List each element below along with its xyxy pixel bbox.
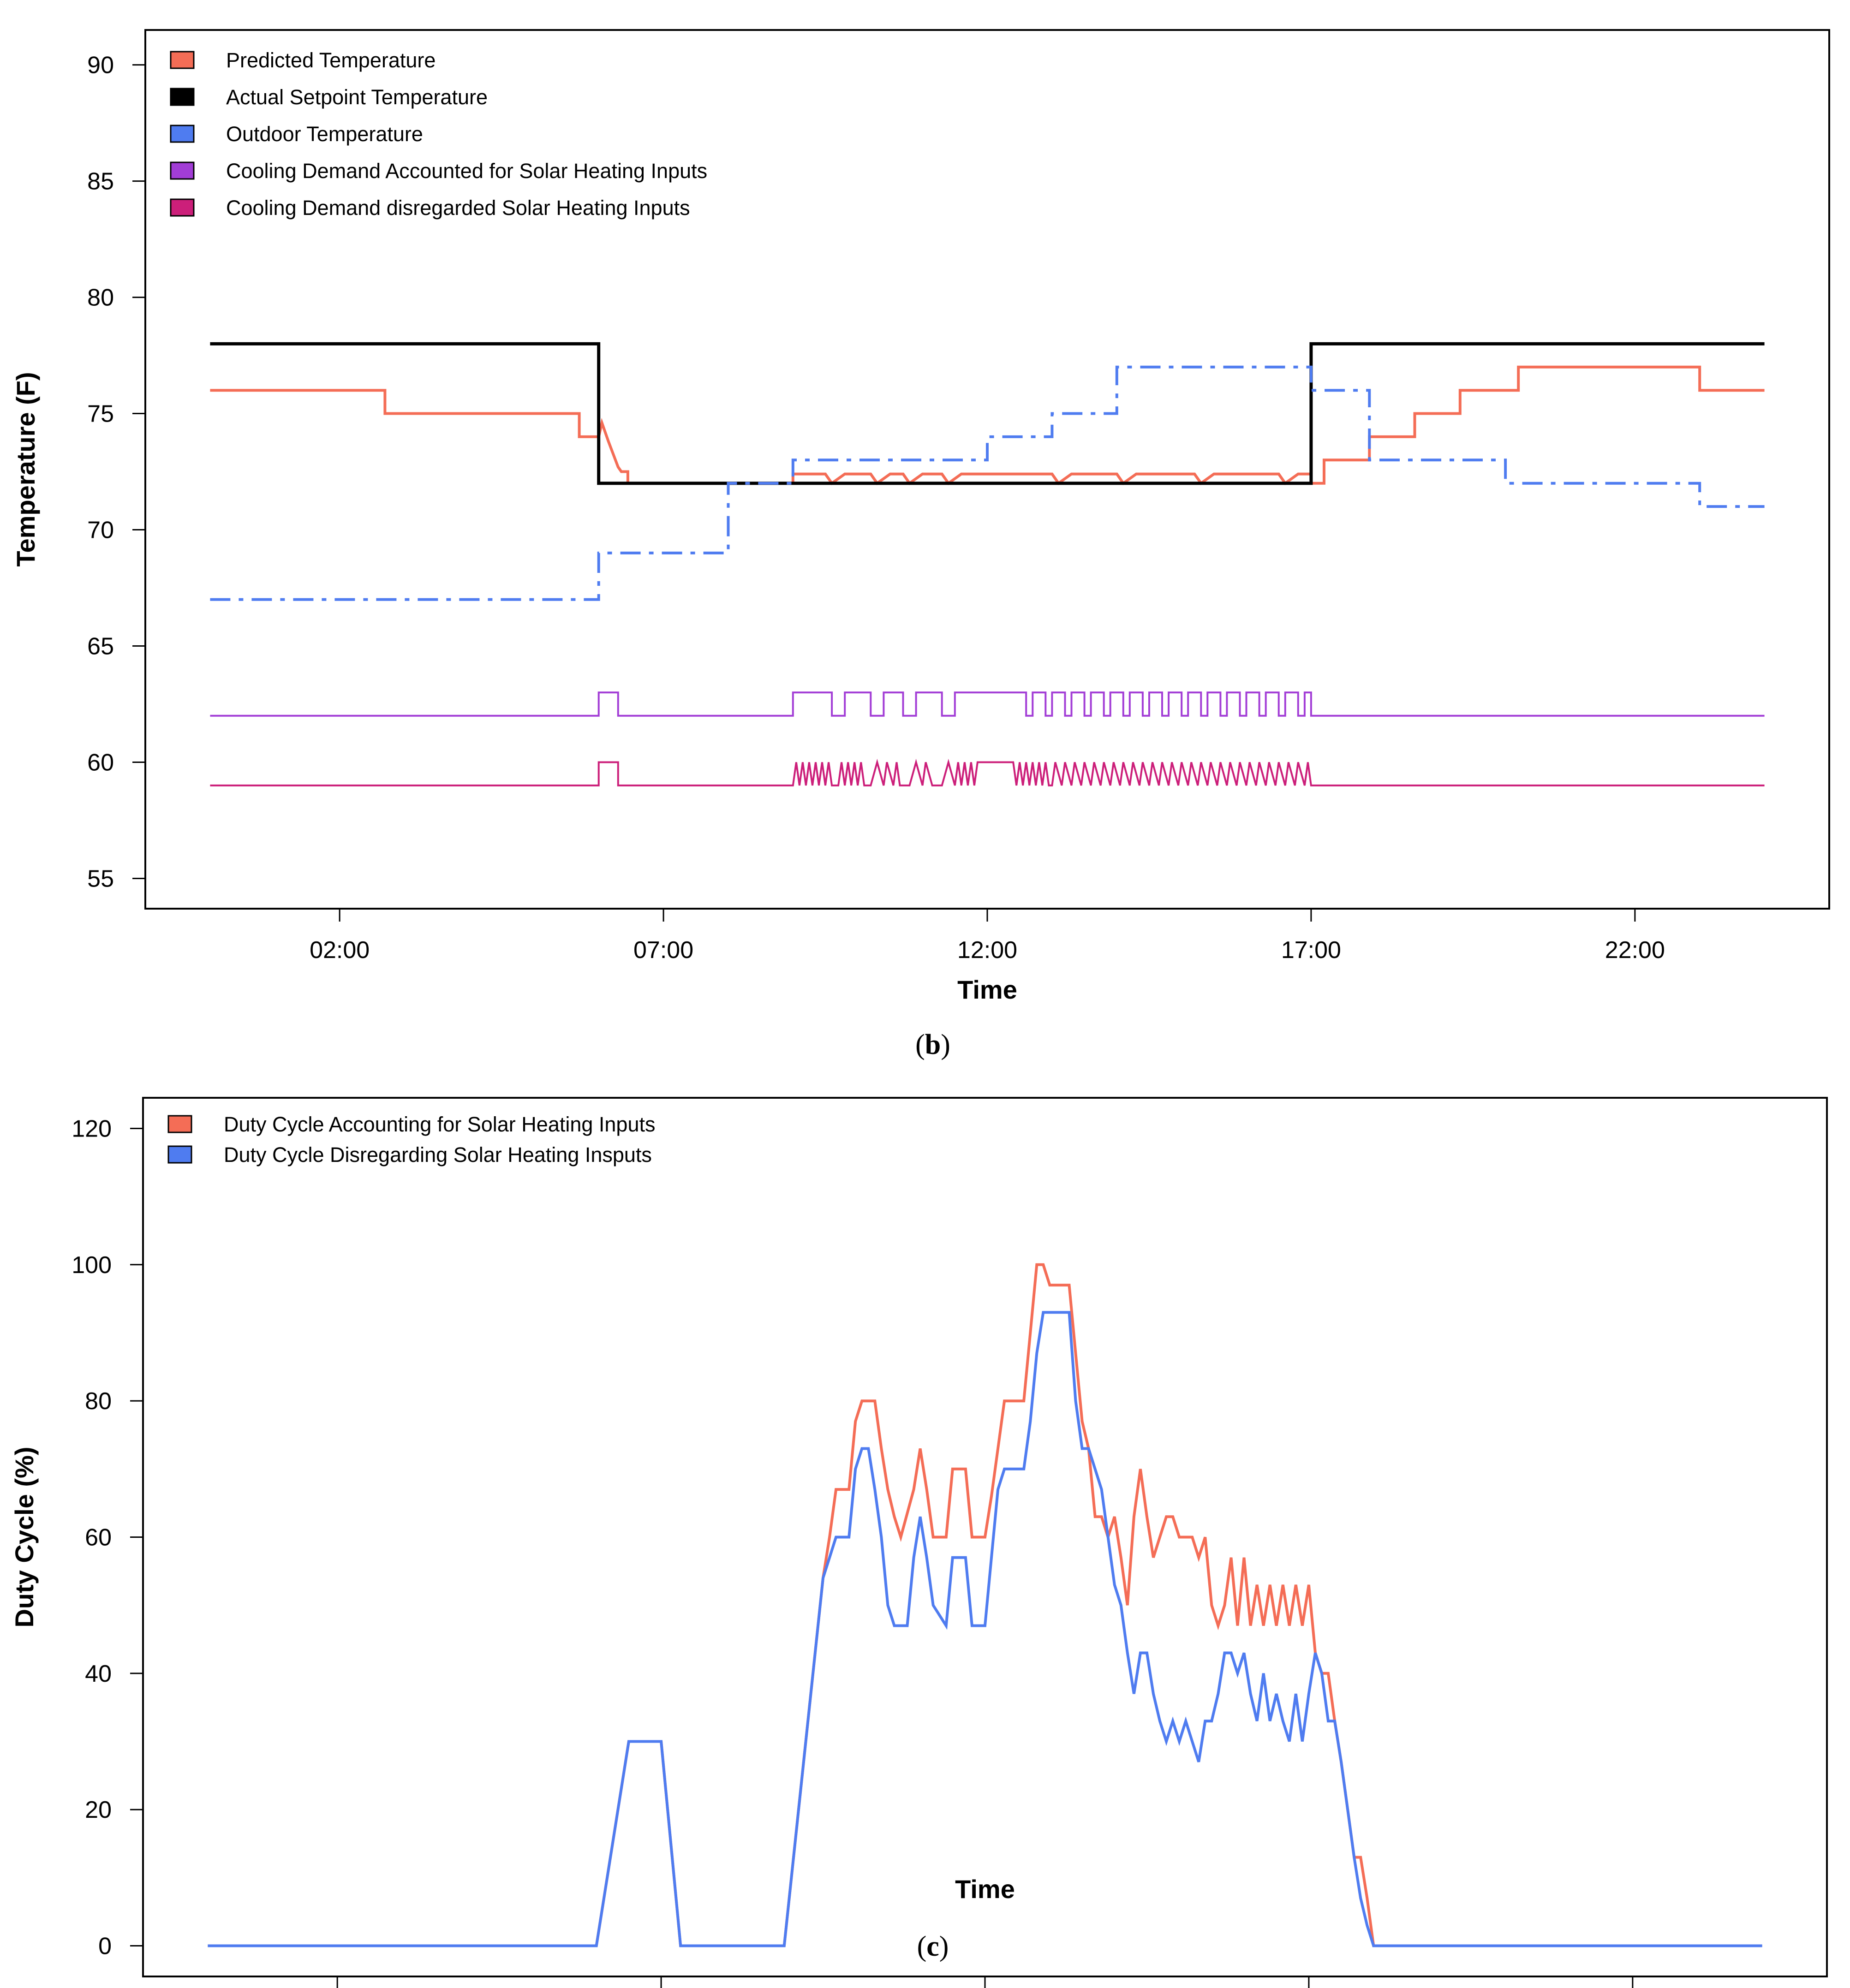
panel-label: (b) xyxy=(915,1029,950,1060)
x-tick-label: 22:00 xyxy=(1605,937,1665,964)
series-line-actual-setpoint-temperature xyxy=(210,342,1765,485)
legend-label: Cooling Demand disregarded Solar Heating… xyxy=(226,196,690,220)
legend: Duty Cycle Accounting for Solar Heating … xyxy=(167,1113,656,1167)
legend-swatch xyxy=(170,88,195,106)
x-tick-label: 12:00 xyxy=(957,937,1017,964)
legend-swatch xyxy=(167,1115,192,1133)
y-axis-title: Temperature (F) xyxy=(11,372,40,566)
series-line-cooling-demand-disregarded-solar-heating-inputs xyxy=(210,759,1765,786)
series-line-predicted-temperature xyxy=(210,365,1765,485)
legend-label: Actual Setpoint Temperature xyxy=(226,85,488,109)
legend-swatch xyxy=(170,125,195,143)
y-axis: 0 20 40 60 80 100 120 xyxy=(72,1115,143,1960)
y-tick-label: 90 xyxy=(87,52,114,79)
panel-letter: b xyxy=(925,1029,941,1060)
y-tick-label: 40 xyxy=(85,1661,112,1687)
series-line-duty-cycle-accounting-for-solar-heating-inputs xyxy=(208,1263,1762,1947)
legend-swatch xyxy=(170,161,195,180)
y-tick-label: 75 xyxy=(87,401,114,428)
legend: Predicted Temperature Actual Setpoint Tem… xyxy=(170,48,707,220)
series-lines xyxy=(210,342,1765,786)
series-line-outdoor-temperature xyxy=(210,365,1765,601)
y-tick-label: 65 xyxy=(87,633,114,660)
y-tick-label: 80 xyxy=(85,1388,112,1415)
legend-label: Duty Cycle Accounting for Solar Heating … xyxy=(224,1113,656,1136)
y-tick-label: 60 xyxy=(87,750,114,776)
y-tick-label: 120 xyxy=(72,1115,112,1142)
legend-swatch xyxy=(170,198,195,217)
y-tick-label: 60 xyxy=(85,1524,112,1551)
y-axis: 55 60 65 70 75 80 85 90 xyxy=(87,52,145,892)
legend-label: Outdoor Temperature xyxy=(226,122,423,146)
series-lines xyxy=(208,1263,1762,1947)
legend-swatch xyxy=(170,51,195,69)
series-line-duty-cycle-disregarding-solar-heating-insputs xyxy=(208,1311,1762,1947)
panel-label: (c) xyxy=(917,1931,949,1962)
y-tick-label: 100 xyxy=(72,1252,112,1279)
x-tick-label: 17:00 xyxy=(1281,937,1341,964)
legend-swatch xyxy=(167,1145,192,1164)
y-axis-title: Duty Cycle (%) xyxy=(10,1446,39,1627)
legend-label: Predicted Temperature xyxy=(226,48,436,72)
y-tick-label: 55 xyxy=(87,865,114,892)
temperature-chart: 55 60 65 70 75 80 85 90 02:00 07:00 12:00 17:00 22:… xyxy=(11,29,1830,1060)
panel-letter: c xyxy=(926,1931,939,1962)
x-axis-title: Time xyxy=(955,1875,1015,1904)
legend-label: Duty Cycle Disregarding Solar Heating In… xyxy=(224,1143,652,1167)
duty-cycle-chart: 0 20 40 60 80 100 120 02:0007:0012:0017:0022:0… xyxy=(10,1097,1828,1988)
x-axis-title: Time xyxy=(957,975,1017,1004)
x-tick-label: 07:00 xyxy=(633,937,693,964)
y-tick-label: 70 xyxy=(87,517,114,544)
y-tick-label: 85 xyxy=(87,168,114,195)
x-axis: 02:00 07:00 12:00 17:00 22:00 xyxy=(310,909,1665,964)
legend-label: Cooling Demand Accounted for Solar Heati… xyxy=(226,159,707,183)
x-tick-label: 02:00 xyxy=(310,937,370,964)
series-line-cooling-demand-accounted-for-solar-heating-inputs xyxy=(210,691,1765,717)
y-tick-label: 80 xyxy=(87,285,114,311)
y-tick-label: 0 xyxy=(98,1933,112,1960)
y-tick-label: 20 xyxy=(85,1797,112,1823)
